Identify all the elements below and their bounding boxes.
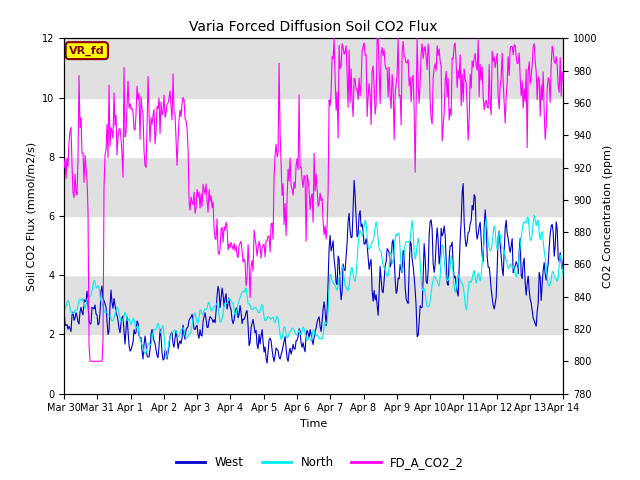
Bar xyxy=(64,38,563,97)
Bar xyxy=(64,275,563,335)
Text: VR_fd: VR_fd xyxy=(69,46,104,56)
Legend: West, North, FD_A_CO2_2: West, North, FD_A_CO2_2 xyxy=(171,452,469,474)
X-axis label: Time: Time xyxy=(300,419,327,429)
Y-axis label: CO2 Concentration (ppm): CO2 Concentration (ppm) xyxy=(603,144,613,288)
Title: Varia Forced Diffusion Soil CO2 Flux: Varia Forced Diffusion Soil CO2 Flux xyxy=(189,21,438,35)
Bar xyxy=(64,335,563,394)
Bar xyxy=(64,157,563,216)
Bar xyxy=(64,216,563,275)
Y-axis label: Soil CO2 Flux (mmol/m2/s): Soil CO2 Flux (mmol/m2/s) xyxy=(26,142,36,290)
Bar xyxy=(64,97,563,157)
